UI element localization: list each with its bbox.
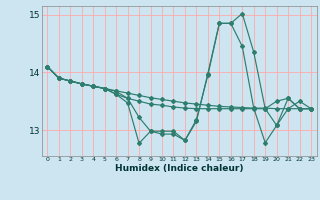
- X-axis label: Humidex (Indice chaleur): Humidex (Indice chaleur): [115, 164, 244, 173]
